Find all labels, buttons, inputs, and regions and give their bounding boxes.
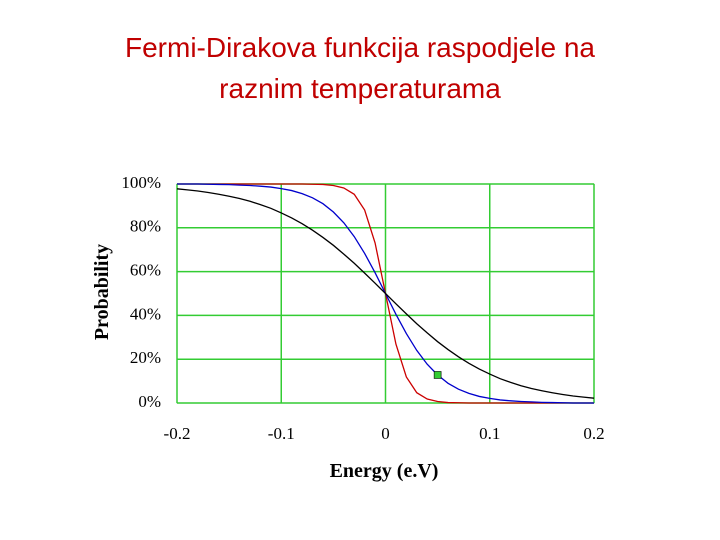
x-axis-label: Energy (e.V) bbox=[330, 460, 439, 482]
x-tick-label: 0.1 bbox=[479, 424, 500, 443]
y-tick-label: 40% bbox=[130, 304, 161, 323]
point-marker bbox=[433, 371, 442, 379]
y-tick-label: 100% bbox=[121, 173, 161, 192]
chart-title: Fermi-Dirakova funkcija raspodjele na bbox=[125, 32, 595, 63]
y-tick-label: 0% bbox=[138, 392, 161, 411]
line-series bbox=[176, 188, 595, 399]
y-axis-label: Probability bbox=[91, 244, 113, 340]
x-tick-label: -0.1 bbox=[268, 424, 295, 443]
chart-title: raznim temperaturama bbox=[219, 73, 501, 104]
y-tick-label: 80% bbox=[130, 217, 161, 236]
x-tick-label: 0 bbox=[381, 424, 390, 443]
y-tick-label: 20% bbox=[130, 348, 161, 367]
x-tick-label: -0.2 bbox=[164, 424, 191, 443]
x-tick-label: 0.2 bbox=[583, 424, 604, 443]
y-tick-label: 60% bbox=[130, 261, 161, 280]
